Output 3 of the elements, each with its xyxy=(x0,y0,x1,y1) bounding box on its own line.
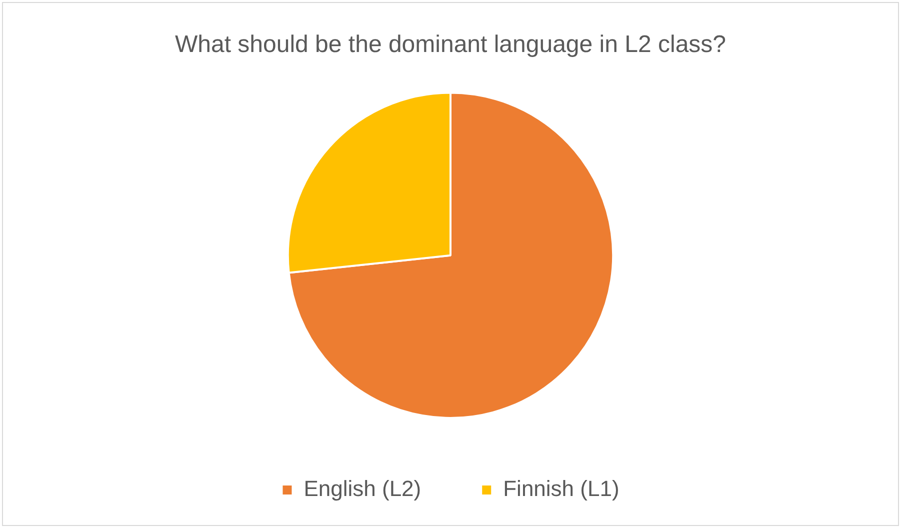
chart-title: What should be the dominant language in L2 class? xyxy=(174,31,726,58)
legend-label: Finnish (L1) xyxy=(503,476,620,502)
legend-label: English (L2) xyxy=(304,476,422,502)
